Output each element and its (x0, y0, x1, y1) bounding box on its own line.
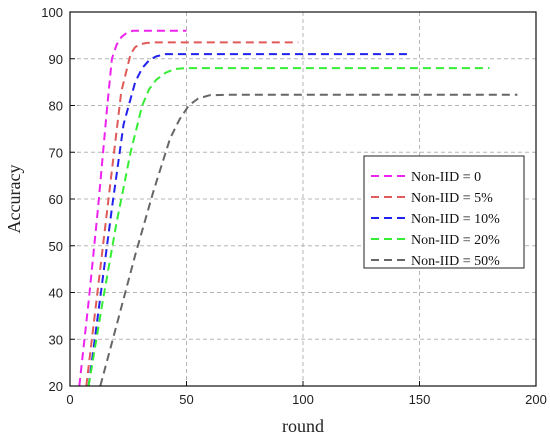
y-axis-ticks: 20 30 40 50 60 70 80 90 100 (41, 5, 75, 394)
x-axis-ticks: 0 50 100 150 200 (66, 381, 547, 407)
x-tick-label: 50 (179, 392, 193, 407)
y-tick-label: 70 (49, 145, 63, 160)
y-tick-label: 50 (49, 239, 63, 254)
x-tick-label: 0 (66, 392, 73, 407)
plot-lines (78, 29, 518, 387)
x-tick-label: 200 (525, 392, 547, 407)
legend-box (363, 155, 525, 269)
series-line-2 (85, 41, 299, 387)
legend-label: Non-IID = 0 (411, 170, 481, 185)
series-line-1 (78, 29, 187, 387)
legend: Non-IID = 0 Non-IID = 5% Non-IID = 10% Non-… (363, 155, 525, 269)
grid (70, 12, 536, 386)
y-tick-label: 20 (49, 379, 63, 394)
legend-label: Non-IID = 50% (411, 254, 500, 269)
series-line-3 (87, 53, 411, 387)
series-line-4 (87, 67, 490, 387)
x-axis-title: round (282, 416, 324, 436)
y-tick-label: 40 (49, 286, 63, 301)
y-axis-title: Accuracy (4, 165, 24, 234)
legend-label: Non-IID = 10% (411, 212, 500, 227)
legend-label: Non-IID = 20% (411, 233, 500, 248)
x-tick-label: 100 (292, 392, 314, 407)
y-tick-label: 100 (41, 5, 63, 20)
series-line-5 (99, 93, 518, 387)
legend-label: Non-IID = 5% (411, 191, 493, 206)
y-tick-label: 30 (49, 332, 63, 347)
y-tick-label: 90 (49, 52, 63, 67)
y-tick-label: 60 (49, 192, 63, 207)
y-tick-label: 80 (49, 99, 63, 114)
x-tick-label: 150 (409, 392, 431, 407)
